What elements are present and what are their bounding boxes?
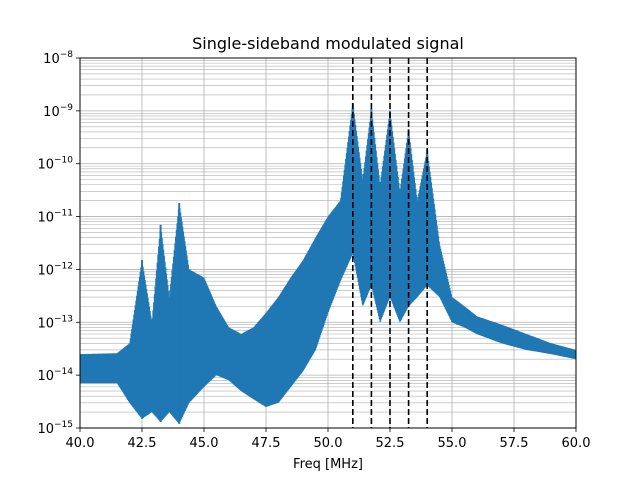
x-tick-label: 40.0 [66, 436, 95, 451]
x-tick-label: 42.5 [128, 436, 157, 451]
spectrum-line [80, 103, 576, 424]
marker-lines [351, 58, 429, 428]
plot-area [80, 58, 576, 428]
chart-title: Single-sideband modulated signal [192, 34, 464, 53]
y-tick-label: 10−10 [37, 156, 73, 173]
y-tick-label: 10−13 [37, 314, 73, 331]
x-axis: 40.0 42.5 45.0 47.5 50.0 52.5 55.0 57.5 60.0 [66, 428, 591, 451]
y-tick-label: 10−15 [37, 420, 73, 437]
x-tick-label: 60.0 [562, 436, 591, 451]
y-tick-label: 10−8 [43, 50, 73, 67]
x-tick-label: 45.0 [190, 436, 219, 451]
x-tick-label: 52.5 [376, 436, 405, 451]
x-tick-label: 55.0 [438, 436, 467, 451]
y-tick-label: 10−11 [37, 209, 73, 226]
x-tick-label: 57.5 [500, 436, 529, 451]
x-tick-label: 50.0 [314, 436, 343, 451]
y-axis: 10−15 10−14 10−13 10−12 10−11 10−10 10−9 10−8 [37, 50, 80, 437]
x-axis-label: Freq [MHz] [293, 457, 363, 472]
y-tick-label: 10−14 [37, 367, 73, 384]
y-tick-label: 10−9 [43, 103, 73, 120]
x-tick-label: 47.5 [252, 436, 281, 451]
y-tick-label: 10−12 [37, 261, 73, 278]
